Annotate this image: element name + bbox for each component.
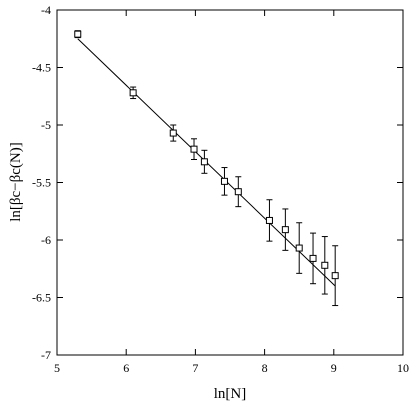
- data-point: [321, 261, 329, 269]
- data-point: [200, 158, 208, 166]
- data-point: [74, 30, 82, 38]
- y-tick-label: -6.5: [32, 291, 51, 305]
- data-point: [331, 272, 339, 280]
- y-axis-label: ln[βc−βc(N)]: [8, 142, 24, 222]
- y-tick-label: -5.5: [32, 176, 51, 190]
- y-tick-label: -4.5: [32, 61, 51, 75]
- x-tick-label: 5: [54, 361, 60, 375]
- x-tick-label: 8: [262, 361, 268, 375]
- x-tick-label: 7: [192, 361, 198, 375]
- data-point: [190, 145, 198, 153]
- y-tick-label: -7: [41, 348, 51, 362]
- x-tick-label: 6: [123, 361, 129, 375]
- y-tick-labels: -4 -4.5 -5 -5.5 -6 -6.5 -7: [32, 3, 51, 362]
- data-point: [169, 129, 177, 137]
- data-point: [129, 89, 137, 97]
- axis-ticks: [56, 9, 404, 356]
- x-tick-label: 9: [331, 361, 337, 375]
- data-point: [281, 226, 289, 234]
- y-tick-label: -4: [41, 3, 51, 17]
- plot-frame: [56, 9, 404, 356]
- data-point: [265, 216, 273, 224]
- x-tick-label: 10: [397, 361, 409, 375]
- x-tick-labels: 5 6 7 8 9 10: [54, 361, 409, 375]
- y-tick-label: -6: [41, 233, 51, 247]
- data-point: [309, 254, 317, 262]
- y-tick-label: -5: [41, 118, 51, 132]
- data-point: [295, 244, 303, 252]
- data-point: [220, 177, 228, 185]
- data-points: [74, 30, 339, 307]
- data-point: [234, 188, 242, 196]
- x-axis-label: ln[N]: [214, 386, 247, 402]
